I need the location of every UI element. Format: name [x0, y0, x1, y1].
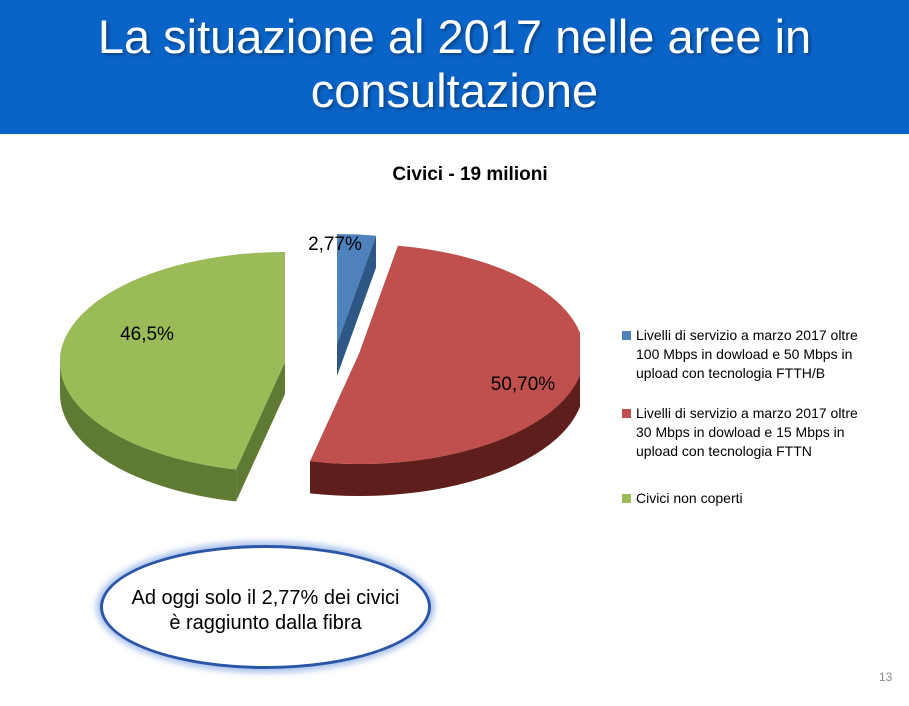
data-label-ftth: 2,77% [308, 234, 362, 255]
callout-line-1: Ad oggi solo il 2,77% dei civici [131, 587, 400, 609]
chart-legend: Livelli di servizio a marzo 2017 oltre 1… [622, 326, 892, 508]
legend-text-fttn-line1: Livelli di servizio a marzo 2017 oltre [636, 405, 858, 421]
chart-title: Civici - 19 milioni [392, 164, 548, 185]
slide-title: La situazione al 2017 nelle aree in cons… [0, 10, 909, 118]
legend-text-ftth-line1: Livelli di servizio a marzo 2017 oltre [636, 327, 858, 343]
legend-item-fttn: Livelli di servizio a marzo 2017 oltre 3… [622, 404, 892, 461]
legend-text-ftth-line2: 100 Mbps in dowload e 50 Mbps in [636, 346, 853, 362]
page-number: 13 [879, 670, 893, 684]
pie-chart: 2,77% 50,70% 46,5% [60, 234, 580, 502]
title-banner [0, 0, 909, 134]
callout-line-2: è raggiunto dalla fibra [169, 612, 362, 634]
legend-swatch-ftth [622, 331, 631, 340]
legend-swatch-non-coperti [622, 494, 631, 503]
legend-item-ftth: Livelli di servizio a marzo 2017 oltre 1… [622, 326, 892, 383]
fiber-callout-ellipse: Ad oggi solo il 2,77% dei civici è raggi… [100, 545, 431, 669]
legend-text-ftth-line3: upload con tecnologia FTTH/B [636, 365, 826, 381]
pie-cut-ftth-1 [337, 235, 376, 376]
slide-title-line-1: La situazione al 2017 nelle aree in [97, 10, 812, 63]
pie-slice-ftth [337, 234, 376, 344]
data-label-non-coperti: 46,5% [120, 324, 174, 345]
callout-text: Ad oggi solo il 2,77% dei civici è raggi… [103, 586, 428, 636]
pie-cut-non-coperti-0 [236, 362, 285, 502]
pie-slice-non-coperti [60, 252, 285, 470]
legend-item-non-coperti: Civici non coperti [622, 489, 892, 508]
legend-text-fttn-line2: 30 Mbps in dowload e 15 Mbps in [636, 424, 845, 440]
pie-wall-non-coperti [60, 362, 237, 502]
legend-swatch-fttn [622, 409, 631, 418]
legend-text-non-coperti: Civici non coperti [636, 490, 743, 506]
data-label-fttn: 50,70% [491, 374, 556, 395]
slide-title-line-2: consultazione [310, 64, 599, 117]
pie-slice-fttn [310, 245, 580, 465]
legend-text-fttn-line3: upload con tecnologia FTTN [636, 443, 812, 459]
pie-wall-fttn [310, 374, 580, 497]
